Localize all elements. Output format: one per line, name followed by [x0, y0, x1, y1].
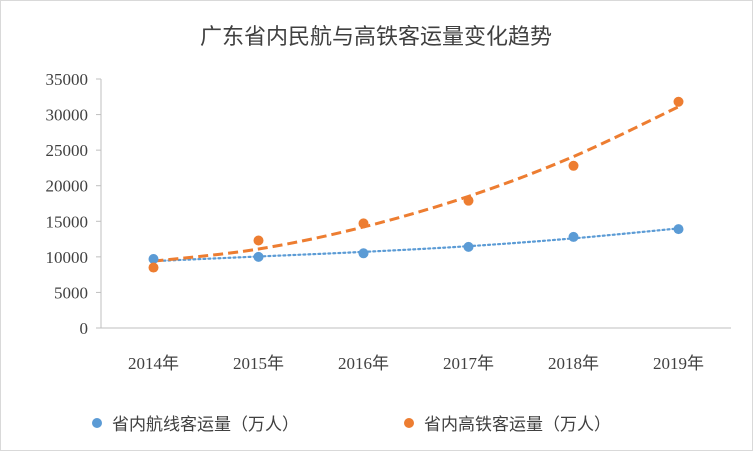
data-point-series-1	[568, 231, 579, 242]
data-point-series-1	[358, 248, 369, 259]
data-point-series-2	[463, 195, 474, 206]
data-point-series-1	[673, 224, 684, 235]
legend-marker-series-2	[404, 418, 414, 428]
x-tick-label: 2015年	[233, 354, 284, 373]
x-tick-label: 2019年	[653, 354, 704, 373]
x-tick-label: 2014年	[128, 354, 179, 373]
legend-label-series-1: 省内航线客运量（万人）	[112, 415, 299, 435]
trendlines	[152, 105, 680, 263]
legend-marker-series-1	[92, 418, 102, 428]
data-point-series-1	[463, 241, 474, 252]
y-tick-label: 10000	[46, 248, 89, 267]
x-axis: 2014年 2015年 2016年 2017年 2018年 2019年	[101, 327, 731, 373]
y-axis: 0 5000 10000 15000 20000 25000 30000 35000	[46, 70, 102, 338]
trendline-series-1	[152, 227, 680, 263]
y-tick-label: 20000	[46, 177, 89, 196]
data-point-series-2	[148, 262, 159, 273]
chart-title: 广东省内民航与高铁客运量变化趋势	[200, 25, 552, 50]
y-tick-label: 0	[80, 319, 89, 338]
data-point-series-2	[358, 218, 369, 229]
x-tick-label: 2018年	[548, 354, 599, 373]
data-point-series-2	[568, 160, 579, 171]
y-tick-label: 25000	[46, 141, 89, 160]
legend-label-series-2: 省内高铁客运量（万人）	[424, 415, 611, 435]
y-tick-label: 35000	[46, 70, 89, 89]
data-points	[148, 96, 684, 273]
data-point-series-2	[673, 96, 684, 107]
data-point-series-1	[253, 251, 264, 262]
y-tick-label: 30000	[46, 106, 89, 125]
y-tick-label: 15000	[46, 212, 89, 231]
data-point-series-2	[253, 235, 264, 246]
legend: 省内航线客运量（万人） 省内高铁客运量（万人）	[92, 415, 611, 435]
y-tick-label: 5000	[54, 283, 88, 302]
x-tick-label: 2016年	[338, 354, 389, 373]
x-tick-label: 2017年	[443, 354, 494, 373]
trendline-series-2	[153, 105, 680, 263]
data-point-series-1	[148, 253, 159, 264]
